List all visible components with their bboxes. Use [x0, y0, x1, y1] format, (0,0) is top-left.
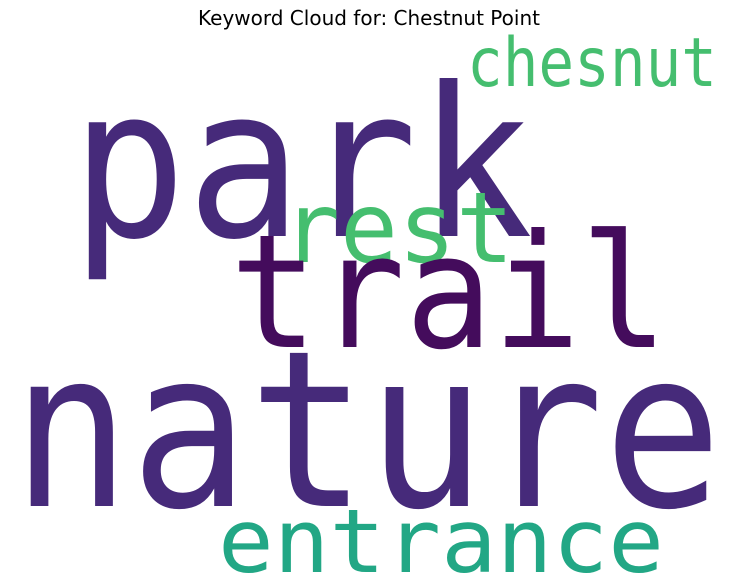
word-entrance: entrance [218, 490, 664, 583]
word-park: park [71, 44, 533, 286]
figure-title: Keyword Cloud for: Chestnut Point [198, 6, 540, 30]
word-rest: rest [282, 172, 514, 286]
word-chesnut: chesnut [467, 24, 717, 103]
word-trail: trail [230, 201, 668, 385]
word-nature: nature [12, 305, 722, 558]
